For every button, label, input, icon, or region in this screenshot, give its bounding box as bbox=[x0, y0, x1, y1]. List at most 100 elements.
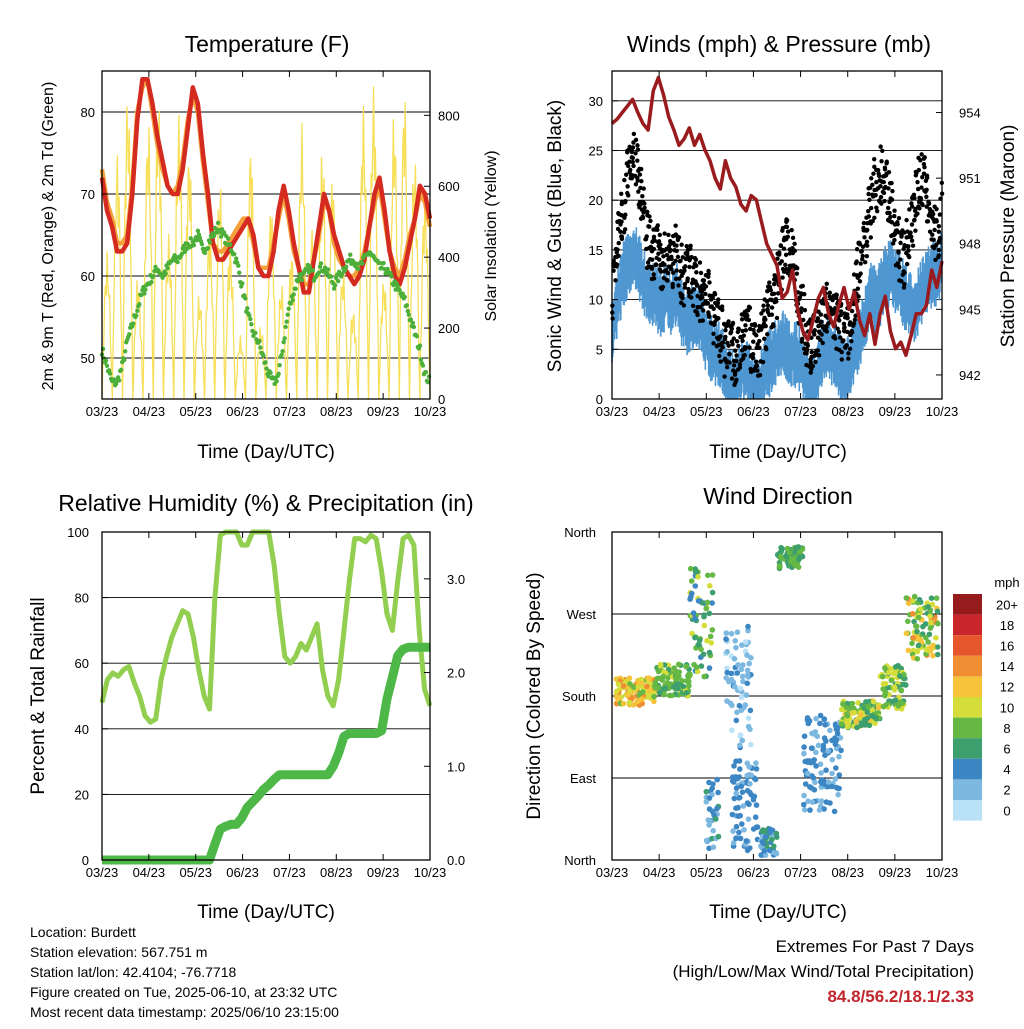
gust-point bbox=[642, 205, 647, 210]
direction-point bbox=[737, 685, 744, 692]
gust-point bbox=[754, 363, 760, 368]
gust-point bbox=[888, 214, 893, 220]
gust-point bbox=[849, 328, 855, 334]
gust-point bbox=[761, 308, 766, 313]
gust-point bbox=[845, 315, 850, 321]
gust-point bbox=[872, 193, 878, 198]
y-tick-label: 20 bbox=[75, 787, 89, 802]
direction-point bbox=[747, 707, 754, 714]
gust-point bbox=[616, 240, 621, 246]
direction-point bbox=[614, 694, 620, 700]
y-tick-label: South bbox=[562, 689, 596, 704]
direction-point bbox=[703, 788, 710, 795]
direction-point bbox=[706, 806, 713, 812]
gust-point bbox=[849, 338, 854, 344]
gust-point bbox=[775, 256, 780, 261]
legend-swatch bbox=[953, 717, 982, 739]
temperature-left-axis: 50 60 70 80 bbox=[81, 105, 108, 366]
direction-point bbox=[728, 676, 735, 683]
gust-point bbox=[694, 263, 699, 268]
direction-point bbox=[873, 715, 879, 722]
direction-point bbox=[922, 621, 929, 627]
direction-point bbox=[858, 722, 865, 729]
dewpoint-point bbox=[219, 227, 225, 232]
gust-point bbox=[867, 197, 872, 203]
direction-point bbox=[683, 689, 690, 696]
direction-x-axis: 03/23 04/23 05/23 06/23 07/23 08/23 09/23 10/23 bbox=[596, 532, 958, 880]
gust-point bbox=[936, 254, 941, 260]
gust-point bbox=[936, 229, 942, 234]
direction-point bbox=[818, 770, 824, 776]
gust-point bbox=[716, 297, 721, 302]
direction-point bbox=[746, 801, 752, 808]
humidity-x-label: Time (Day/UTC) bbox=[197, 902, 335, 923]
gust-point bbox=[682, 265, 687, 270]
direction-point bbox=[773, 830, 780, 837]
direction-point bbox=[706, 822, 712, 828]
direction-point bbox=[823, 767, 829, 773]
gust-point bbox=[890, 188, 895, 194]
gust-point bbox=[841, 326, 847, 331]
gust-point bbox=[872, 215, 877, 221]
legend-label: 6 bbox=[1003, 742, 1010, 757]
gust-point bbox=[739, 317, 745, 322]
gust-point bbox=[662, 262, 667, 267]
humidity-left-axis: 0 20 40 60 80 100 bbox=[67, 525, 108, 868]
gust-point bbox=[687, 264, 692, 270]
direction-panel: Wind Direction North East South West North 0… bbox=[524, 483, 1020, 923]
gust-point bbox=[932, 227, 937, 233]
x-tick-label: 08/23 bbox=[320, 865, 353, 880]
direction-point bbox=[631, 684, 637, 690]
direction-point bbox=[880, 681, 887, 687]
direction-point bbox=[855, 700, 861, 706]
y-tick-label: 0 bbox=[596, 392, 603, 407]
direction-point bbox=[733, 790, 739, 797]
gust-point bbox=[877, 173, 882, 179]
gust-point bbox=[792, 241, 797, 247]
direction-point bbox=[740, 678, 746, 685]
direction-point bbox=[714, 776, 720, 783]
gust-point bbox=[794, 271, 800, 276]
direction-point bbox=[652, 679, 659, 686]
gust-point bbox=[649, 264, 654, 270]
direction-point bbox=[767, 829, 773, 836]
gust-point bbox=[734, 339, 740, 344]
gust-point bbox=[904, 261, 910, 267]
direction-point bbox=[864, 709, 871, 715]
direction-point bbox=[820, 745, 827, 752]
dewpoint-point bbox=[400, 291, 405, 296]
dewpoint-point bbox=[304, 267, 310, 272]
gust-point bbox=[731, 363, 737, 368]
temperature-x-axis: 03/23 04/23 05/23 06/23 07/23 08/23 09/23 10/23 bbox=[86, 71, 446, 419]
gust-point bbox=[805, 341, 810, 347]
direction-point bbox=[753, 760, 759, 766]
direction-point bbox=[709, 785, 715, 792]
dewpoint-point bbox=[331, 286, 337, 291]
direction-point bbox=[736, 829, 742, 836]
direction-point bbox=[733, 774, 739, 780]
dewpoint-point bbox=[280, 349, 285, 354]
direction-point bbox=[910, 635, 917, 641]
dewpoint-point bbox=[282, 336, 287, 341]
dewpoint-point bbox=[389, 274, 394, 279]
gust-point bbox=[628, 167, 633, 173]
direction-point bbox=[740, 803, 747, 809]
gust-point bbox=[640, 193, 645, 199]
direction-point bbox=[706, 795, 713, 801]
temperature-panel: Temperature (F) 50 60 70 80 0 200 400 600 800 0… bbox=[40, 31, 500, 463]
direction-point bbox=[656, 689, 663, 696]
humidity-plot-frame bbox=[101, 531, 431, 861]
gust-point bbox=[767, 284, 773, 290]
direction-point bbox=[745, 723, 752, 730]
gust-point bbox=[708, 297, 714, 302]
direction-point bbox=[831, 808, 838, 815]
gust-point bbox=[656, 251, 661, 256]
gust-point bbox=[936, 247, 942, 253]
gust-point bbox=[723, 334, 728, 340]
dewpoint-point bbox=[248, 316, 253, 322]
x-tick-label: 08/23 bbox=[831, 404, 864, 419]
gust-point bbox=[846, 356, 851, 361]
gust-point bbox=[892, 208, 897, 213]
gust-point bbox=[853, 313, 858, 318]
pressure-y-label: Station Pressure (Maroon) bbox=[998, 125, 1019, 348]
